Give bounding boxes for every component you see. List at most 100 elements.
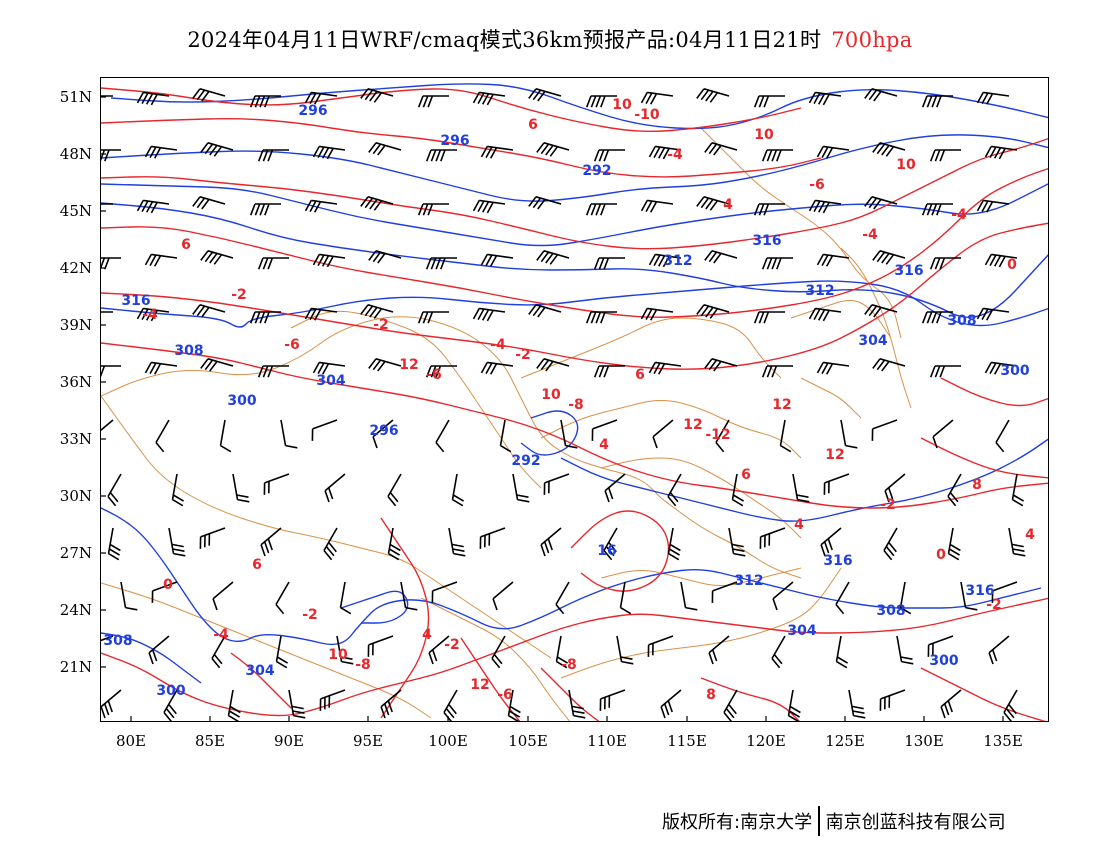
wind-barb — [249, 311, 281, 324]
wind-barb — [425, 365, 457, 378]
wind-barb — [192, 196, 226, 210]
map-title-text: 2024年04月11日WRF/cmaq模式36km预报产品:04月11日21时 — [187, 28, 822, 52]
wind-barb — [667, 527, 681, 561]
temperature-contour-label: 4 — [723, 197, 733, 213]
temperature-contour-label: 8 — [706, 687, 716, 703]
wind-barb — [360, 304, 394, 319]
height-contour — [340, 590, 409, 624]
wind-barb — [101, 203, 113, 205]
temperature-contour-label: 6 — [635, 367, 645, 383]
wind-barb — [339, 581, 352, 615]
wind-barb — [779, 419, 792, 453]
wind-barb — [263, 473, 290, 495]
wind-barb — [417, 95, 449, 108]
wind-barb — [101, 311, 113, 313]
wind-barb — [232, 473, 250, 503]
height-contour-label: 316 — [121, 293, 150, 309]
temperature-contour-label: -8 — [568, 397, 584, 413]
lat-tick-label: 30N — [60, 487, 92, 505]
wind-barb — [144, 253, 178, 267]
wind-barb — [759, 527, 786, 549]
wind-barb — [101, 689, 122, 719]
temperature-contour — [940, 377, 1048, 407]
temperature-contour-label: -6 — [426, 367, 442, 383]
wind-barb — [927, 635, 954, 657]
wind-barb — [319, 689, 346, 711]
wind-barb — [984, 361, 1018, 375]
temperature-contour — [570, 510, 670, 592]
wind-barb — [275, 635, 289, 669]
temperature-contour-label: 12 — [399, 357, 418, 373]
wind-barb — [835, 635, 849, 669]
wind-barb — [257, 365, 289, 378]
wind-barb — [435, 419, 450, 453]
wind-barb — [472, 307, 506, 322]
lon-tick-label: 90E — [274, 732, 304, 750]
wind-barb — [1011, 473, 1025, 507]
temperature-contour-label: -4 — [862, 227, 878, 243]
temperature-contour-label: -4 — [667, 147, 683, 163]
temperature-contour — [460, 637, 521, 721]
wind-barb — [536, 250, 570, 265]
lon-tick-label: 110E — [587, 732, 627, 750]
wind-barb — [211, 635, 226, 669]
wind-barb — [136, 199, 170, 214]
wind-barb — [696, 88, 730, 103]
wind-barb — [499, 419, 512, 453]
wind-barb — [593, 149, 625, 162]
height-contour — [520, 410, 579, 456]
height-contour-label: 296 — [369, 423, 398, 439]
wind-barb — [932, 419, 954, 449]
wind-barb — [480, 253, 514, 267]
wind-barb — [555, 635, 569, 669]
wind-barb — [884, 473, 906, 503]
wind-barb — [512, 473, 530, 503]
wind-barb — [840, 419, 858, 449]
temperature-contour-label: -8 — [561, 657, 577, 673]
wind-barb — [249, 95, 281, 108]
wind-barb — [947, 527, 961, 561]
wind-barb — [976, 199, 1010, 213]
province-boundary — [290, 310, 542, 489]
map-title: 2024年04月11日WRF/cmaq模式36km预报产品:04月11日21时 7… — [0, 24, 1100, 54]
wind-barb — [991, 581, 1018, 603]
wind-barb — [899, 581, 912, 615]
wind-barb — [593, 257, 625, 270]
wind-barb — [864, 88, 898, 102]
wind-barb — [921, 95, 953, 108]
wind-barb — [696, 196, 730, 211]
wind-barb — [168, 527, 186, 557]
wind-barb — [823, 473, 850, 495]
height-contour-label: 292 — [582, 163, 611, 179]
wind-barb — [680, 581, 698, 611]
wind-barb — [536, 358, 570, 372]
temperature-labels: -12 -10 -8 -6 -6 -8 -6 -4 -4 -2 -2 -2 -2 -2 -2 0 0 0 -4 4 4 6… — [142, 97, 1035, 703]
lon-tick-label: 85E — [195, 732, 225, 750]
wind-barb — [947, 473, 962, 507]
wind-barb — [984, 145, 1018, 160]
copyright-left: 版权所有:南京大学 — [662, 812, 813, 833]
wind-barb — [257, 257, 289, 270]
height-labels: 292 292 296 296 296 300 300 300 300 304 304 304 304 3… — [103, 103, 1029, 699]
wind-barb — [312, 253, 346, 268]
wind-barb — [599, 689, 626, 711]
temperature-contour-label: 6 — [252, 557, 262, 573]
wind-barb — [360, 88, 394, 103]
wind-barb — [227, 689, 241, 721]
temperature-contour — [540, 667, 600, 721]
wind-barb — [479, 527, 506, 549]
wind-barb — [648, 253, 682, 268]
wind-barb — [219, 419, 232, 453]
wind-barb — [921, 203, 953, 216]
wind-barb — [312, 145, 346, 160]
province-boundary — [600, 457, 802, 539]
wind-barb — [275, 581, 290, 615]
wind-barb — [324, 473, 346, 503]
height-contour-label: 292 — [511, 453, 540, 469]
wind-barb — [929, 149, 961, 162]
wind-barb — [704, 142, 738, 156]
wind-barb — [528, 304, 562, 318]
wind-barb — [660, 689, 682, 719]
wind-barb — [312, 361, 346, 375]
temperature-contour-label: -2 — [986, 597, 1002, 613]
